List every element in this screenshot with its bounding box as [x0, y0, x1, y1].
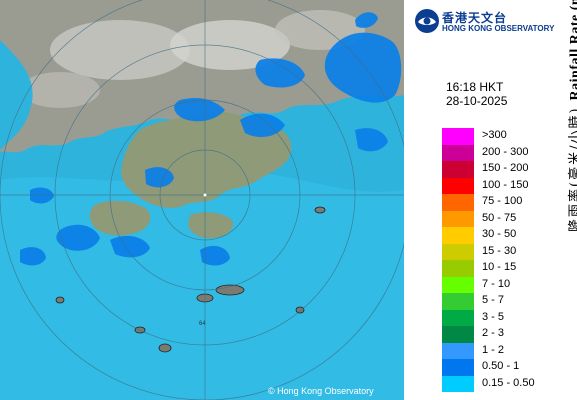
- legend-swatch: [442, 144, 474, 161]
- legend-swatch: [442, 227, 474, 244]
- logo-name-zh: 香港天文台: [442, 11, 508, 25]
- legend-label: 2 - 3: [482, 327, 505, 339]
- copyright-text: © Hong Kong Observatory: [268, 386, 374, 396]
- legend-swatch: [442, 309, 474, 326]
- range-rings: [0, 0, 404, 400]
- legend-panel: 香港天文台 HONG KONG OBSERVATORY 16:18 HKT 28…: [404, 0, 577, 400]
- legend-swatch: [442, 128, 474, 145]
- legend-label: 150 - 200: [482, 162, 529, 174]
- legend-label: 7 - 10: [482, 277, 511, 290]
- island: [295, 306, 305, 314]
- radar-centre-marker: [203, 193, 207, 197]
- legend-label: 1 - 2: [482, 343, 505, 356]
- legend-label: >300: [482, 129, 507, 141]
- legend-label: 0.50 - 1: [482, 360, 520, 372]
- legend-label: 0.15 - 0.50: [482, 376, 535, 389]
- light-rain-area: [0, 171, 404, 400]
- legend-label: 30 - 50: [482, 228, 517, 240]
- legend-swatch: [442, 177, 474, 194]
- legend-label: 5 - 7: [482, 294, 505, 306]
- legend-title-zh: 降雨率(毫米/小時): [568, 106, 577, 232]
- island: [314, 206, 326, 214]
- legend-swatch: [442, 260, 474, 277]
- land-cloud: [20, 72, 100, 108]
- legend-label: 3 - 5: [482, 310, 505, 323]
- hko-logo-icon: [415, 9, 439, 33]
- legend-title: 降雨率(毫米/小時) Rainfall Rate (mm/h): [564, 0, 577, 232]
- legend-label: 100 - 150: [482, 178, 529, 191]
- hk-island: [188, 212, 234, 239]
- legend-label: 200 - 300: [482, 145, 529, 158]
- radar-map: 64: [0, 0, 404, 400]
- legend-swatch: [442, 326, 474, 343]
- legend-swatch: [442, 243, 474, 260]
- legend-swatch: [442, 276, 474, 293]
- legend-swatch: [442, 210, 474, 227]
- legend-swatch: [442, 194, 474, 211]
- legend-label: 15 - 30: [482, 244, 517, 257]
- island: [215, 284, 245, 296]
- range-ring-label: 64: [199, 321, 206, 327]
- legend-label: 50 - 75: [482, 211, 517, 224]
- legend-swatch: [442, 293, 474, 310]
- legend-swatch: [442, 161, 474, 178]
- island: [55, 296, 65, 304]
- lantau-island: [89, 200, 151, 236]
- land-cloud: [170, 20, 290, 70]
- legend-swatch: [442, 375, 474, 392]
- legend-label: 75 - 100: [482, 195, 523, 207]
- logo-name-en: HONG KONG OBSERVATORY: [442, 24, 555, 33]
- estuary: [0, 40, 33, 150]
- legend-swatch: [442, 359, 474, 376]
- island: [158, 343, 172, 353]
- hko-logo: 香港天文台 HONG KONG OBSERVATORY: [414, 6, 577, 38]
- date-text: 28-10-2025: [446, 94, 508, 108]
- rain-echoes: [20, 12, 402, 266]
- time-text: 16:18 HKT: [446, 80, 504, 94]
- legend-label: 10 - 15: [482, 261, 517, 273]
- timestamp: 16:18 HKT 28-10-2025: [446, 80, 507, 108]
- legend-title-en: Rainfall Rate (mm/h): [568, 0, 577, 101]
- land-cloud: [50, 20, 190, 80]
- legend-swatch: [442, 342, 474, 359]
